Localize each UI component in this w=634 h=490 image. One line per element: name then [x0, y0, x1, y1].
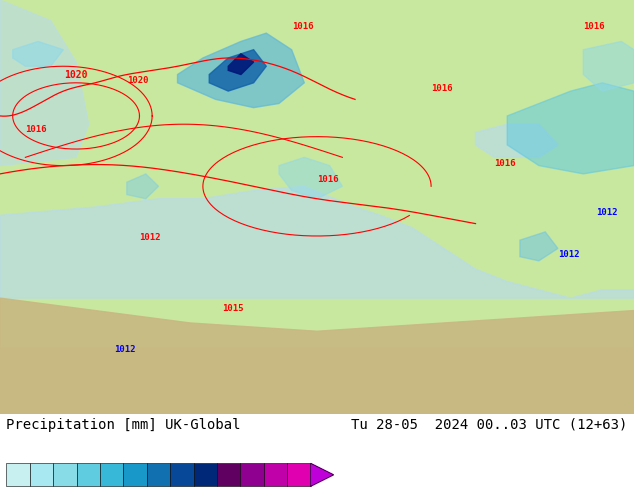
Text: 1012: 1012: [558, 250, 579, 259]
Text: 1016: 1016: [25, 125, 47, 134]
Text: 1015: 1015: [222, 303, 243, 313]
Polygon shape: [507, 83, 634, 174]
Polygon shape: [583, 41, 634, 91]
Text: 1016: 1016: [292, 22, 313, 31]
Text: 1016: 1016: [431, 84, 453, 93]
Polygon shape: [228, 54, 254, 74]
Polygon shape: [279, 157, 342, 199]
Text: Tu 28-05  2024 00..03 UTC (12+63): Tu 28-05 2024 00..03 UTC (12+63): [351, 418, 628, 432]
Polygon shape: [127, 174, 158, 199]
Text: 1020: 1020: [64, 70, 88, 79]
Text: 1020: 1020: [127, 76, 148, 85]
Text: 1012: 1012: [596, 208, 618, 217]
Polygon shape: [178, 33, 304, 108]
Polygon shape: [520, 232, 558, 261]
Text: 1016: 1016: [317, 175, 339, 184]
Text: 1012: 1012: [114, 345, 136, 354]
Text: 1016: 1016: [583, 22, 605, 31]
Polygon shape: [209, 49, 266, 91]
Text: Precipitation [mm] UK-Global: Precipitation [mm] UK-Global: [6, 418, 241, 432]
Polygon shape: [0, 186, 634, 298]
Text: 1016: 1016: [495, 159, 516, 168]
Polygon shape: [476, 124, 558, 157]
Polygon shape: [0, 298, 634, 348]
Polygon shape: [0, 0, 89, 166]
Text: 1012: 1012: [139, 233, 161, 242]
Bar: [0, 348, 634, 414]
Polygon shape: [13, 41, 63, 66]
